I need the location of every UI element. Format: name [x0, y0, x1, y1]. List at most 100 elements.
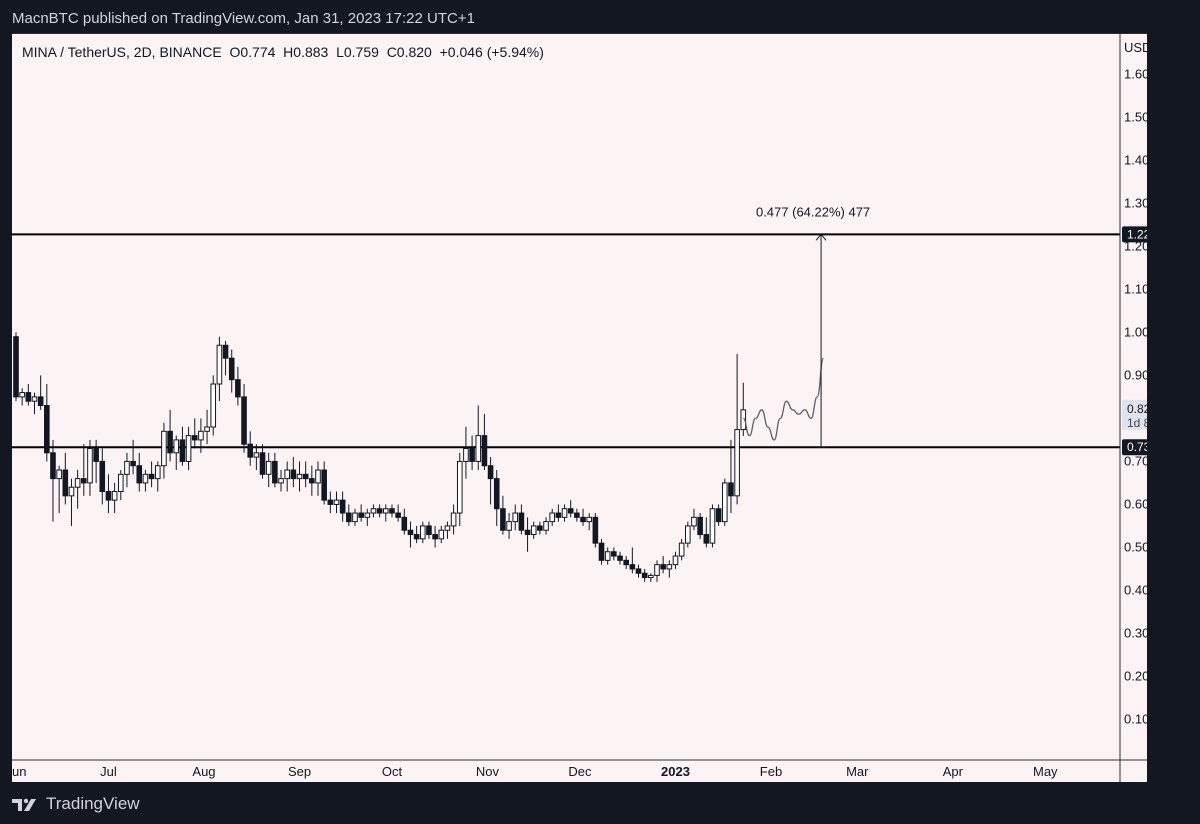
- current-price-tag: [1122, 399, 1147, 430]
- candle-body: [530, 525, 537, 536]
- candle-body: [518, 512, 525, 531]
- candle-body: [685, 525, 691, 544]
- candle-body: [567, 508, 574, 514]
- candle-body: [25, 392, 32, 402]
- candle-body: [623, 559, 629, 566]
- x-tick-label: May: [1033, 764, 1058, 779]
- candle-body: [370, 508, 377, 514]
- candle-body: [617, 555, 623, 561]
- candle-body: [500, 508, 506, 531]
- countdown-label: 1d 8h: [1127, 416, 1147, 430]
- candle-body: [99, 460, 106, 493]
- candle-body: [93, 448, 99, 462]
- candle-body: [493, 478, 500, 510]
- level-price-tag: [1122, 439, 1147, 456]
- candle-body: [580, 516, 586, 523]
- candle-body: [222, 344, 229, 359]
- candle-body: [456, 460, 463, 514]
- candle-body: [148, 473, 155, 480]
- candle-body: [284, 469, 290, 480]
- candle-body: [426, 525, 432, 536]
- candle-body: [561, 508, 568, 518]
- candle-body: [50, 452, 56, 480]
- candle-body: [315, 469, 321, 484]
- candle-body: [56, 469, 62, 480]
- candle-body: [740, 409, 747, 431]
- candle-body: [124, 460, 130, 475]
- y-tick-label: 0.400: [1124, 582, 1147, 597]
- candle-body: [68, 486, 75, 497]
- candle-body: [629, 564, 636, 570]
- candle-body: [419, 525, 426, 540]
- candle-body: [111, 491, 118, 501]
- candle-body: [555, 512, 562, 518]
- candle-body: [543, 521, 549, 531]
- candle-body: [327, 499, 334, 505]
- candle-body: [506, 521, 512, 531]
- publisher-header: MacnBTC published on TradingView.com, Ja…: [12, 10, 475, 27]
- candle-body: [407, 529, 414, 536]
- y-tick-label: 1.500: [1124, 109, 1147, 124]
- candle-body: [481, 435, 488, 467]
- symbol-legend: MINA / TetherUS, 2D, BINANCE O0.774 H0.8…: [22, 44, 544, 60]
- y-tick-label: 0.700: [1124, 453, 1147, 468]
- x-tick-label: Mar: [846, 764, 869, 779]
- candle-body: [635, 568, 642, 574]
- candle-body: [383, 508, 389, 514]
- candle-body: [413, 534, 420, 540]
- y-tick-label: 1.400: [1124, 152, 1147, 167]
- candle-body: [678, 542, 685, 557]
- candle-body: [302, 473, 309, 480]
- x-tick-label: Apr: [943, 764, 964, 779]
- candle-body: [586, 516, 592, 523]
- candle-body: [512, 512, 519, 523]
- candle-body: [296, 473, 303, 480]
- candle-body: [333, 499, 340, 505]
- candle-body: [604, 551, 611, 561]
- candle-body: [389, 508, 395, 514]
- x-tick-label: Jul: [100, 764, 117, 779]
- candle-body: [666, 564, 673, 570]
- footer-brand: TradingView: [46, 794, 140, 813]
- candle-body: [346, 512, 352, 523]
- footer: TradingView: [12, 794, 140, 814]
- candle-body: [598, 542, 605, 561]
- candle-body: [290, 469, 297, 480]
- projection-path: [742, 357, 825, 441]
- y-tick-label: 0.900: [1124, 367, 1147, 382]
- candle-body: [721, 482, 728, 523]
- candle-body: [339, 499, 346, 514]
- candle-body: [161, 430, 167, 467]
- y-tick-label: 0.200: [1124, 668, 1147, 683]
- current-price-label: 0.820: [1127, 402, 1147, 416]
- candle-body: [74, 478, 81, 488]
- price-chart[interactable]: 0.477 (64.22%) 477 USDT 0.100 0.200 0.300 0.…: [12, 34, 1147, 782]
- y-tick-label: 0.500: [1124, 539, 1147, 554]
- candle-body: [31, 396, 38, 402]
- candle-body: [198, 430, 204, 441]
- candle-body: [611, 551, 617, 557]
- candle-body: [734, 429, 740, 497]
- candle-body: [475, 435, 482, 462]
- chart-pane[interactable]: 0.477 (64.22%) 477 USDT 0.100 0.200 0.300 0.…: [12, 33, 1147, 782]
- y-tick-label: 0.300: [1124, 625, 1147, 640]
- y-tick-label: 1.100: [1124, 281, 1147, 296]
- candle-body: [235, 379, 241, 398]
- candle-body: [37, 396, 44, 407]
- tradingview-logo-icon: [12, 798, 36, 811]
- candle-body: [210, 383, 217, 428]
- candle-body: [728, 482, 734, 497]
- candle-body: [216, 344, 223, 385]
- candle-body: [321, 469, 327, 501]
- candle-body: [272, 460, 278, 484]
- x-tick-label: Feb: [760, 764, 782, 779]
- candle-body: [87, 448, 93, 484]
- candle-body: [641, 572, 648, 579]
- candle-body: [247, 443, 254, 458]
- candle-body: [62, 469, 69, 497]
- candle-body: [167, 430, 173, 454]
- measure-label: 0.477 (64.22%) 477: [756, 204, 870, 219]
- price-axis-unit: USDT: [1124, 40, 1147, 55]
- candle-body: [574, 512, 580, 518]
- candle-body: [185, 435, 192, 462]
